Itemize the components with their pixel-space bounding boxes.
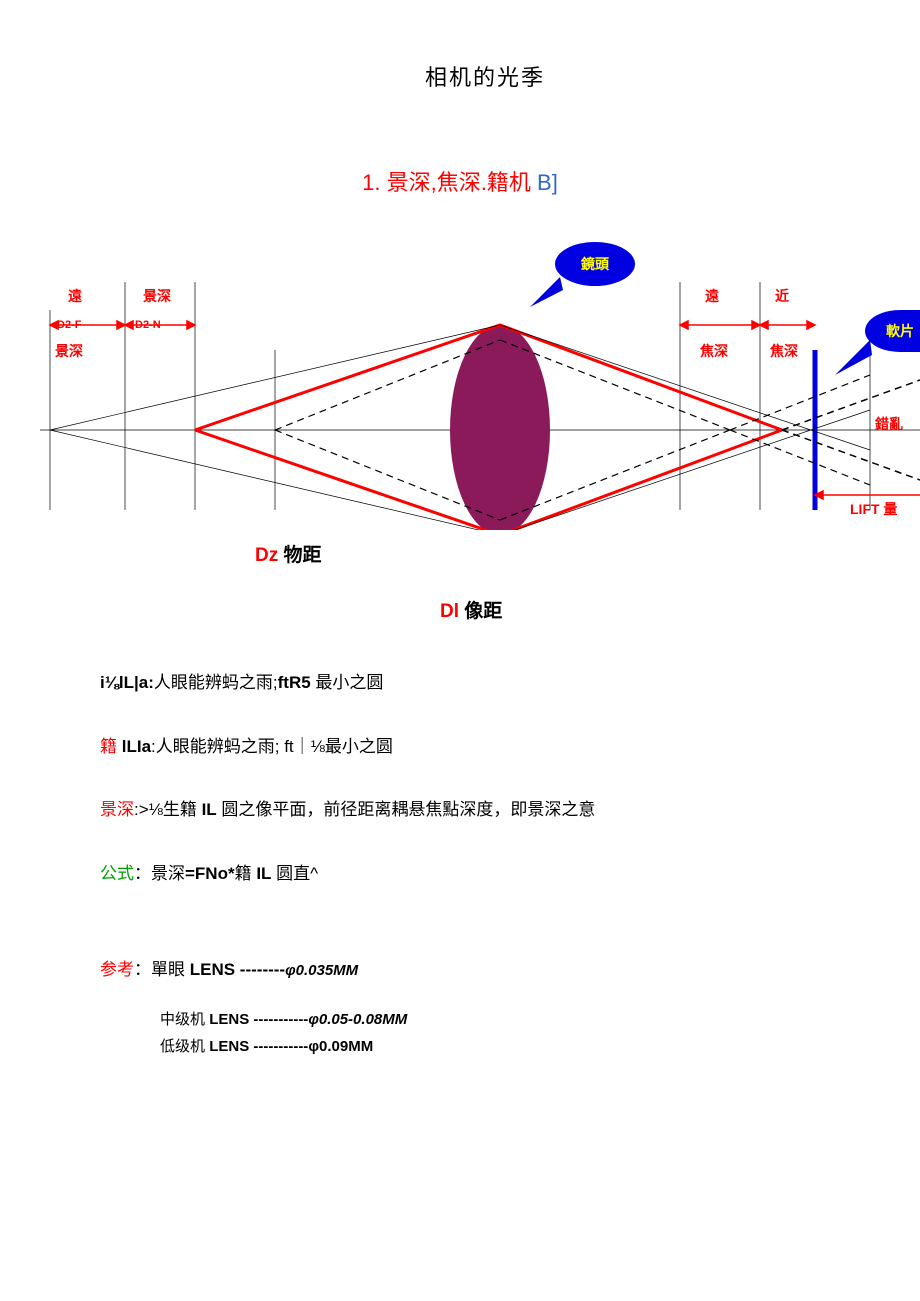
label-aberration: 錯亂 bbox=[875, 415, 903, 435]
l2-label: 籍 bbox=[100, 737, 117, 756]
ref-l2-c: φ0.05-0.08MM bbox=[308, 1011, 407, 1028]
l3-text2: 圆之像平面，前径距离耦悬焦點深度，即景深之意 bbox=[221, 800, 595, 819]
body-line-2: 籍 lLIa:人眼能辨蚂之雨; ft｜⅛最小之圆 bbox=[100, 734, 860, 760]
axis-dz-symbol: Dz bbox=[255, 545, 278, 566]
ref-l1-b: LENS -------- bbox=[190, 960, 285, 979]
label-far-right: 遠 bbox=[705, 287, 719, 307]
label-lift: LIFT 量 bbox=[850, 500, 897, 520]
axis-dl: Dl 像距 bbox=[440, 596, 502, 623]
l4-b2: IL bbox=[256, 864, 271, 883]
body-line-3: 景深:>⅛生籍 IL 圆之像平面，前径距离耦悬焦點深度，即景深之意 bbox=[100, 797, 860, 823]
l2-label-b: lLIa bbox=[122, 737, 151, 756]
label-depth-focus-1: 焦深 bbox=[700, 342, 728, 362]
page-title: 相机的光季 bbox=[0, 60, 920, 92]
l1-text-a: 人眼能辨蚂之雨; bbox=[154, 673, 278, 692]
l4-text-a: ：景深 bbox=[134, 864, 185, 883]
l3-label: 景深 bbox=[100, 800, 134, 819]
l3-text: :>⅛生籍 bbox=[134, 800, 197, 819]
label-depth-focus-2: 焦深 bbox=[770, 342, 798, 362]
label-depth-field-2: 景深 bbox=[143, 287, 171, 307]
section-number: 1. bbox=[362, 170, 380, 195]
l4-b: =FNo* bbox=[185, 864, 235, 883]
axis-dl-symbol: Dl bbox=[440, 601, 459, 622]
axis-dz: Dz 物距 bbox=[255, 540, 322, 567]
ref-line-1: 参考：單眼 LENS --------φ0.035MM bbox=[100, 955, 407, 980]
ref-l2-b: LENS ----------- bbox=[209, 1011, 308, 1028]
ref-l3-a: 低级机 bbox=[160, 1038, 205, 1055]
l4-text-c: 圆直^ bbox=[276, 864, 318, 883]
ref-l1-c: φ0.035MM bbox=[285, 962, 358, 979]
label-far-left: 遠 bbox=[68, 287, 82, 307]
body-line-4: 公式：景深=FNo*籍 IL 圆直^ bbox=[100, 861, 860, 887]
label-depth-field-1: 景深 bbox=[55, 342, 83, 362]
axis-dl-text: 像距 bbox=[464, 601, 502, 622]
optics-diagram: 鏡頭 軟片 遠 D2-F 景深 景深 D2-N 遠 焦深 近 焦深 錯亂 LIF… bbox=[0, 250, 920, 530]
section-suffix: B] bbox=[537, 170, 558, 195]
axis-dz-text: 物距 bbox=[284, 545, 322, 566]
ref-l3-c: φ0.09MM bbox=[308, 1038, 373, 1055]
ref-label: 参考 bbox=[100, 960, 134, 979]
reference-block: 参考：單眼 LENS --------φ0.035MM 中级机 LENS ---… bbox=[100, 955, 407, 1056]
section-heading: 1. 景深,焦深.籍机 B] bbox=[0, 165, 920, 197]
body-text: i⅛lL|a:人眼能辨蚂之雨;ftR5 最小之圆 籍 lLIa:人眼能辨蚂之雨;… bbox=[100, 670, 860, 924]
l4-label: 公式 bbox=[100, 864, 134, 883]
ref-l3-b: LENS ----------- bbox=[209, 1038, 308, 1055]
body-line-1: i⅛lL|a:人眼能辨蚂之雨;ftR5 最小之圆 bbox=[100, 670, 860, 696]
ref-line-2: 中级机 LENS -----------φ0.05-0.08MM bbox=[100, 1008, 407, 1029]
label-d2n: D2-N bbox=[135, 318, 161, 333]
callout-lens-text: 鏡頭 bbox=[581, 256, 609, 272]
label-near: 近 bbox=[775, 287, 789, 307]
l2-text: :人眼能辨蚂之雨; ft｜⅛最小之圆 bbox=[151, 737, 393, 756]
ref-l1-a: ：單眼 bbox=[134, 960, 185, 979]
ref-line-3: 低级机 LENS -----------φ0.09MM bbox=[100, 1035, 407, 1056]
l4-text-b: 籍 bbox=[235, 864, 252, 883]
section-zh: 景深,焦深.籍机 bbox=[387, 170, 531, 195]
callout-film: 軟片 bbox=[865, 310, 920, 352]
l1-text-b: 最小之圆 bbox=[315, 673, 383, 692]
label-d2f: D2-F bbox=[57, 318, 81, 333]
callout-lens: 鏡頭 bbox=[555, 242, 635, 286]
l1-label: i⅛lL|a: bbox=[100, 673, 154, 692]
l1-label-b: ftR5 bbox=[278, 673, 311, 692]
ref-l2-a: 中级机 bbox=[160, 1011, 205, 1028]
l3-b: IL bbox=[202, 800, 217, 819]
callout-film-text: 軟片 bbox=[886, 323, 914, 339]
